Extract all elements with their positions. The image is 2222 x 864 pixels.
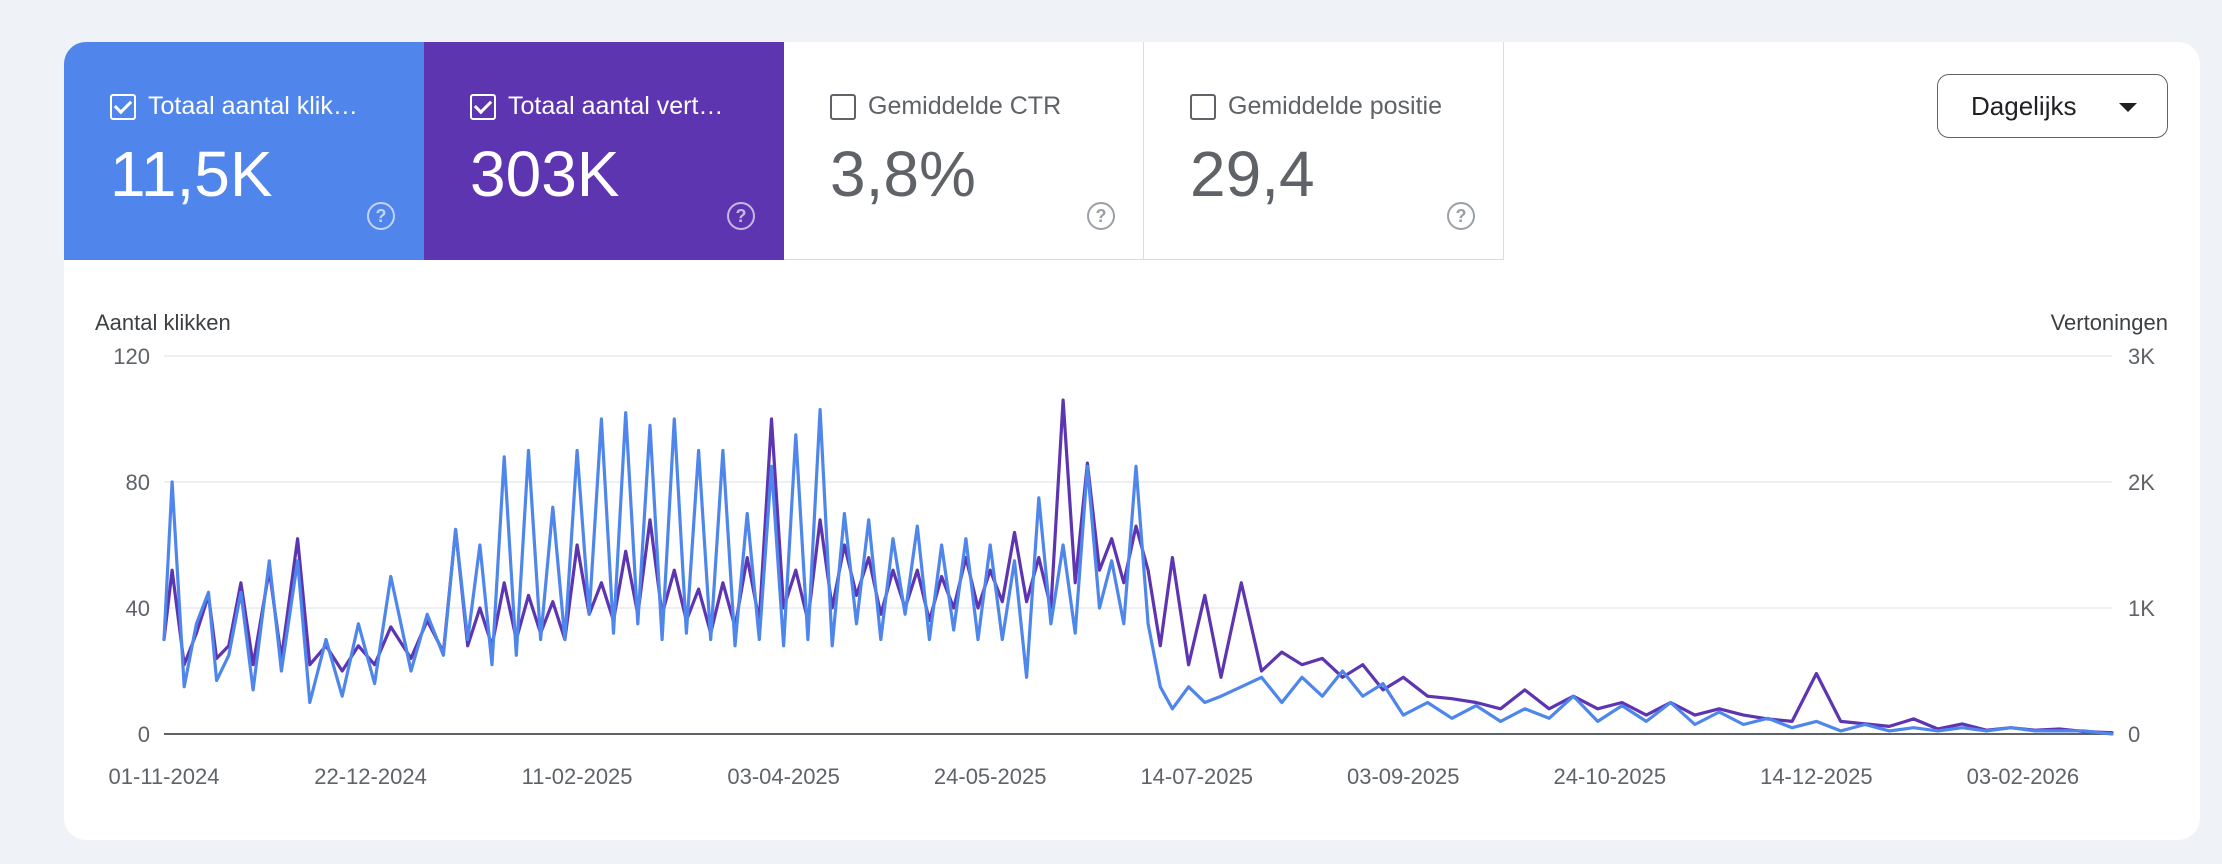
tile-value: 303K xyxy=(470,138,620,210)
x-tick-label: 03-02-2026 xyxy=(1967,764,2080,789)
tile-header: Totaal aantal klik… xyxy=(110,92,358,121)
checkbox-checked-icon[interactable] xyxy=(470,93,496,120)
tile-value: 29,4 xyxy=(1190,138,1315,210)
x-tick-label: 11-02-2025 xyxy=(522,764,633,789)
y-right-tick-label: 2K xyxy=(2128,470,2155,495)
y-right-tick-label: 0 xyxy=(2128,722,2140,747)
metric-tiles: Totaal aantal klik… 11,5K ? Totaal aanta… xyxy=(64,42,1504,260)
performance-chart: 0 40 80 120 0 1K 2K 3K 01-11-2024 22-12-2024 11-02… xyxy=(109,344,2156,789)
impressions-series-line xyxy=(162,398,2114,735)
checkbox-unchecked-icon[interactable] xyxy=(830,93,856,120)
tile-average-position[interactable]: Gemiddelde positie 29,4 ? xyxy=(1144,42,1504,260)
y-right-tick-label: 1K xyxy=(2128,596,2155,621)
y-left-tick-label: 40 xyxy=(126,596,150,621)
help-icon[interactable]: ? xyxy=(367,202,395,230)
help-icon[interactable]: ? xyxy=(1447,202,1475,230)
tile-header: Gemiddelde positie xyxy=(1190,92,1442,121)
x-tick-label: 14-07-2025 xyxy=(1140,764,1253,789)
y-axis-right-label: Vertoningen xyxy=(2050,310,2168,335)
x-tick-label: 03-04-2025 xyxy=(727,764,840,789)
x-tick-label: 01-11-2024 xyxy=(109,764,220,789)
tile-total-clicks[interactable]: Totaal aantal klik… 11,5K ? xyxy=(64,42,424,260)
y-left-tick-label: 120 xyxy=(113,344,150,369)
help-icon[interactable]: ? xyxy=(1087,202,1115,230)
clicks-series-line xyxy=(162,408,2114,736)
x-tick-label: 22-12-2024 xyxy=(314,764,427,789)
caret-down-icon xyxy=(2119,103,2137,112)
x-tick-label: 14-12-2025 xyxy=(1760,764,1873,789)
tile-header: Totaal aantal vert… xyxy=(470,92,723,121)
y-left-tick-label: 0 xyxy=(138,722,150,747)
tile-average-ctr[interactable]: Gemiddelde CTR 3,8% ? xyxy=(784,42,1144,260)
x-tick-label: 24-05-2025 xyxy=(934,764,1047,789)
dropdown-label: Dagelijks xyxy=(1971,90,2077,121)
y-right-tick-label: 3K xyxy=(2128,344,2155,369)
y-axis-left-label: Aantal klikken xyxy=(95,310,231,335)
tile-value: 3,8% xyxy=(830,138,976,210)
checkbox-checked-icon[interactable] xyxy=(110,93,136,120)
help-icon[interactable]: ? xyxy=(727,202,755,230)
granularity-dropdown[interactable]: Dagelijks xyxy=(1937,74,2168,138)
checkbox-unchecked-icon[interactable] xyxy=(1190,93,1216,120)
tile-header: Gemiddelde CTR xyxy=(830,92,1061,121)
y-left-tick-label: 80 xyxy=(126,470,150,495)
x-tick-label: 24-10-2025 xyxy=(1554,764,1667,789)
tile-value: 11,5K xyxy=(110,138,273,210)
tile-total-impressions[interactable]: Totaal aantal vert… 303K ? xyxy=(424,42,784,260)
x-tick-label: 03-09-2025 xyxy=(1347,764,1460,789)
performance-card: Totaal aantal klik… 11,5K ? Totaal aanta… xyxy=(64,42,2200,840)
